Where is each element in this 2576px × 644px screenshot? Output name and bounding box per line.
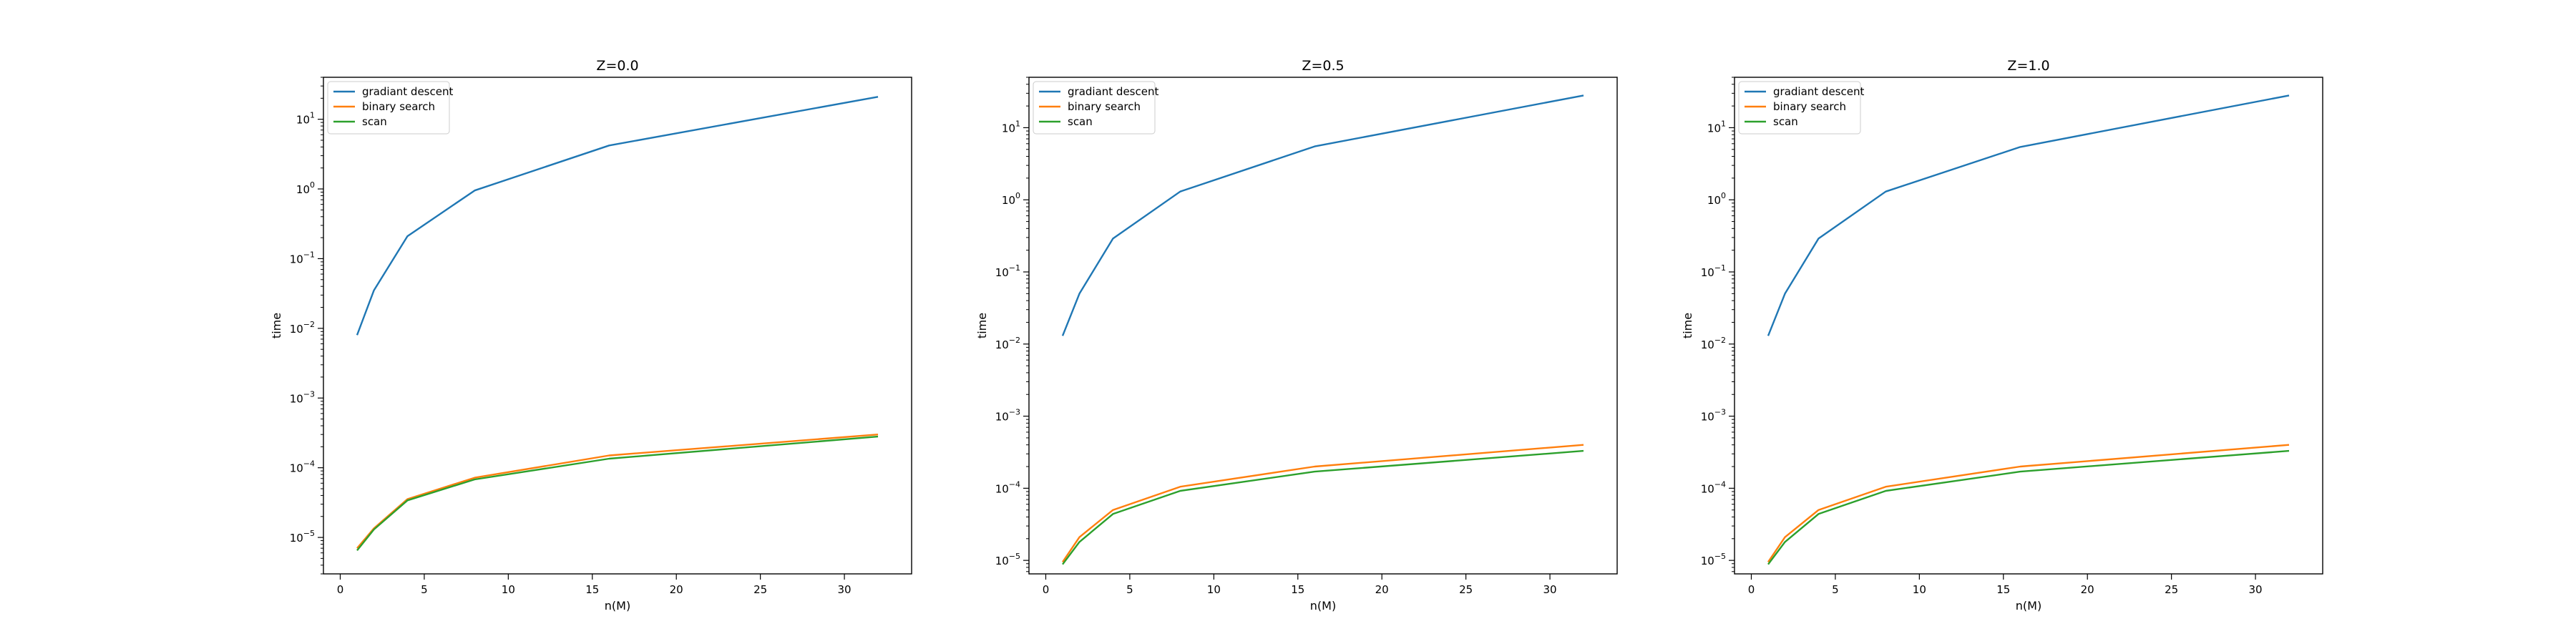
x-tick-label: 15 — [1996, 583, 2010, 596]
x-tick-label: 0 — [1748, 583, 1755, 596]
legend-label: gradiant descent — [362, 85, 453, 98]
y-tick-label: 101 — [1002, 119, 1020, 135]
x-axis-label: n(M) — [2016, 599, 2041, 613]
series-line-1 — [1062, 444, 1584, 563]
chart-panel-0: Z=0.0 10−5 10−4 10−3 10−2 10−1 100 101 0 5 10 15 20 2… — [270, 58, 912, 613]
y-tick-label: 100 — [1707, 191, 1726, 207]
y-tick-label: 10−2 — [995, 336, 1020, 351]
legend: gradiant descent binary search scan — [1738, 81, 1864, 135]
y-tick-label: 10−5 — [1701, 552, 1726, 567]
legend-label: gradiant descent — [1068, 85, 1158, 98]
x-tick-label: 30 — [2249, 583, 2263, 596]
x-tick-label: 30 — [838, 583, 852, 596]
legend-label: binary search — [1773, 100, 1846, 113]
legend-box — [1738, 81, 1861, 135]
y-tick-label: 10−4 — [1701, 479, 1726, 495]
y-tick-label: 101 — [1707, 119, 1726, 135]
x-tick-label: 30 — [1543, 583, 1557, 596]
y-tick-label: 10−2 — [290, 320, 315, 336]
x-axis-label: n(M) — [605, 599, 630, 613]
series-line-2 — [356, 435, 879, 552]
chart-panel-1: Z=0.5 10−5 10−4 10−3 10−2 10−1 100 101 0 5 10 15 20 2… — [975, 58, 1618, 613]
series-line-2 — [1062, 449, 1584, 565]
plot-frame — [1734, 77, 2323, 575]
plot-frame — [1028, 77, 1618, 575]
y-tick-label: 100 — [1002, 191, 1020, 207]
series-line-0 — [356, 96, 879, 336]
y-axis-label: time — [975, 313, 989, 338]
y-tick-label: 10−3 — [290, 389, 315, 405]
chart-title: Z=0.0 — [596, 58, 638, 74]
x-tick-label: 25 — [753, 583, 767, 596]
x-tick-label: 25 — [2165, 583, 2178, 596]
y-tick-label: 10−1 — [290, 250, 315, 265]
series-line-0 — [1767, 94, 2290, 336]
y-tick-label: 101 — [296, 111, 315, 127]
x-tick-label: 20 — [2081, 583, 2094, 596]
x-tick-label: 0 — [1043, 583, 1050, 596]
y-tick-label: 10−3 — [995, 408, 1020, 424]
legend: gradiant descent binary search scan — [327, 81, 453, 135]
y-axis-label: time — [1681, 313, 1694, 338]
legend-label: binary search — [362, 100, 435, 113]
legend-label: binary search — [1068, 100, 1141, 113]
x-tick-label: 20 — [670, 583, 683, 596]
legend-box — [1033, 81, 1156, 135]
series-line-1 — [1767, 444, 2290, 563]
y-tick-label: 10−4 — [290, 459, 315, 475]
series-line-0 — [1061, 94, 1584, 336]
x-tick-label: 20 — [1375, 583, 1389, 596]
y-tick-label: 10−4 — [995, 479, 1020, 495]
legend-label: scan — [362, 115, 387, 128]
chart-title: Z=1.0 — [2007, 58, 2049, 74]
x-tick-label: 15 — [1291, 583, 1304, 596]
legend: gradiant descent binary search scan — [1033, 81, 1158, 135]
legend-box — [327, 81, 450, 135]
legend-label: gradiant descent — [1773, 85, 1864, 98]
legend-label: scan — [1068, 115, 1093, 128]
x-tick-label: 5 — [421, 583, 428, 596]
x-tick-label: 25 — [1459, 583, 1473, 596]
x-tick-label: 5 — [1126, 583, 1133, 596]
x-axis-label: n(M) — [1310, 599, 1336, 613]
legend-label: scan — [1773, 115, 1798, 128]
chart-title: Z=0.5 — [1302, 58, 1344, 74]
y-tick-label: 10−3 — [1701, 408, 1726, 424]
x-tick-label: 10 — [1207, 583, 1221, 596]
y-axis-label: time — [270, 313, 283, 338]
y-tick-label: 10−2 — [1701, 336, 1726, 351]
plot-frame — [323, 77, 912, 575]
y-tick-label: 10−5 — [995, 552, 1020, 567]
x-tick-label: 10 — [1913, 583, 1926, 596]
y-tick-label: 100 — [296, 180, 315, 196]
y-tick-label: 10−1 — [995, 263, 1020, 279]
x-tick-label: 15 — [585, 583, 599, 596]
y-tick-label: 10−5 — [290, 529, 315, 545]
x-tick-label: 0 — [337, 583, 344, 596]
x-tick-label: 5 — [1832, 583, 1839, 596]
x-tick-label: 10 — [502, 583, 515, 596]
y-tick-label: 10−1 — [1701, 263, 1726, 279]
chart-panel-2: Z=1.0 10−5 10−4 10−3 10−2 10−1 100 101 0 5 10 15 20 2… — [1681, 58, 2323, 613]
series-line-2 — [1767, 449, 2290, 565]
